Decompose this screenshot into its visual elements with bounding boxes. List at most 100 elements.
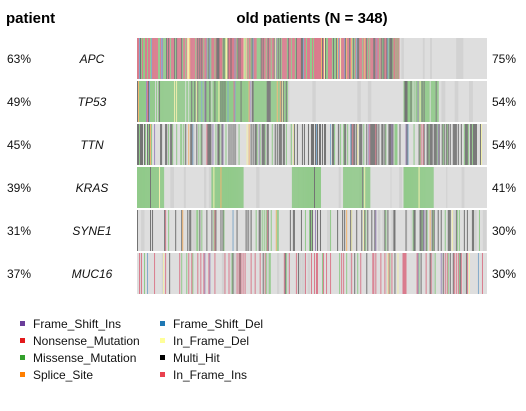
legend-item: Nonsense_Mutation bbox=[20, 334, 140, 348]
mutation-cell bbox=[258, 81, 260, 122]
row-shade bbox=[469, 81, 473, 122]
gene-label-tp53: TP53 bbox=[77, 94, 107, 109]
mutation-cell bbox=[333, 38, 335, 79]
mutation-cell bbox=[139, 124, 140, 165]
mutation-cell bbox=[176, 81, 178, 122]
mutation-cell bbox=[157, 167, 159, 208]
mutation-cell bbox=[314, 167, 315, 208]
mutation-cell bbox=[293, 124, 295, 165]
mutation-cell bbox=[283, 124, 285, 165]
mutation-cell bbox=[218, 81, 220, 122]
mutation-cell bbox=[434, 253, 436, 294]
mutation-cell bbox=[230, 124, 232, 165]
mutation-cell bbox=[237, 38, 239, 79]
mutation-cell bbox=[267, 210, 269, 251]
mutation-cell bbox=[257, 38, 259, 79]
row-shade bbox=[473, 210, 477, 251]
row-background bbox=[137, 253, 487, 294]
mutation-cell bbox=[271, 81, 273, 122]
mutation-cell bbox=[294, 38, 296, 79]
mutation-cell bbox=[205, 81, 207, 122]
mutation-cell bbox=[368, 167, 370, 208]
mutation-cell bbox=[215, 38, 217, 79]
mutation-cell bbox=[466, 124, 468, 165]
mutation-cell bbox=[228, 167, 230, 208]
row-shade bbox=[221, 253, 226, 294]
mutation-cell bbox=[242, 167, 244, 208]
mutation-cell bbox=[147, 253, 149, 294]
mutation-cell bbox=[190, 81, 192, 122]
mutation-cell bbox=[240, 81, 242, 122]
mutation-cell bbox=[218, 38, 220, 79]
left-percent-syne1: 31% bbox=[7, 223, 32, 238]
right-percent-apc: 75% bbox=[492, 51, 517, 66]
mutation-cell bbox=[258, 38, 260, 79]
mutation-cell bbox=[220, 167, 222, 208]
mutation-cell bbox=[214, 253, 216, 294]
mutation-cell bbox=[308, 210, 310, 251]
mutation-cell bbox=[315, 210, 316, 251]
mutation-cell bbox=[180, 81, 182, 122]
mutation-cell bbox=[423, 167, 425, 208]
mutation-cell bbox=[169, 38, 171, 79]
mutation-cell bbox=[464, 124, 466, 165]
mutation-cell bbox=[320, 210, 322, 251]
mutation-cell bbox=[309, 210, 311, 251]
mutation-cell bbox=[201, 210, 203, 251]
mutation-cell bbox=[361, 124, 363, 165]
mutation-cell bbox=[250, 124, 252, 165]
mutation-cell bbox=[263, 124, 265, 165]
mutation-cell bbox=[367, 38, 369, 79]
mutation-cell bbox=[175, 210, 177, 251]
mutation-cell bbox=[394, 124, 396, 165]
mutation-cell bbox=[338, 124, 340, 165]
mutation-cell bbox=[193, 38, 195, 79]
mutation-cell bbox=[231, 253, 233, 294]
row-shade bbox=[203, 167, 207, 208]
row-shade bbox=[446, 167, 448, 208]
mutation-cell bbox=[339, 253, 341, 294]
mutation-cell bbox=[344, 167, 346, 208]
mutation-cell bbox=[208, 38, 210, 79]
mutation-cell bbox=[160, 124, 162, 165]
mutation-cell bbox=[246, 81, 248, 122]
mutation-cell bbox=[257, 81, 259, 122]
legend-item: Frame_Shift_Del bbox=[160, 317, 263, 331]
mutation-cell bbox=[198, 124, 200, 165]
mutation-cell bbox=[420, 81, 422, 122]
mutation-cell bbox=[249, 38, 251, 79]
mutation-cell bbox=[431, 81, 433, 122]
mutation-cell bbox=[186, 253, 188, 294]
mutation-cell bbox=[336, 38, 338, 79]
mutation-cell bbox=[137, 210, 138, 251]
mutation-cell bbox=[168, 81, 170, 122]
row-shade bbox=[156, 81, 158, 122]
mutation-cell bbox=[282, 81, 284, 122]
mutation-cell bbox=[275, 210, 277, 251]
mutation-cell bbox=[220, 81, 222, 122]
mutation-cell bbox=[350, 167, 352, 208]
mutation-cell bbox=[430, 124, 432, 165]
mutation-cell bbox=[220, 210, 222, 251]
mutation-cell bbox=[278, 81, 280, 122]
mutation-cell bbox=[242, 253, 244, 294]
row-shade bbox=[461, 167, 465, 208]
mutation-cell bbox=[343, 38, 345, 79]
mutation-cell bbox=[390, 38, 392, 79]
mutation-cell bbox=[190, 124, 192, 165]
mutation-cell bbox=[351, 210, 353, 251]
mutation-cell bbox=[176, 38, 178, 79]
mutation-cell bbox=[183, 38, 185, 79]
mutation-cell bbox=[171, 81, 173, 122]
mutation-cell bbox=[232, 210, 234, 251]
mutation-cell bbox=[192, 81, 194, 122]
mutation-cell bbox=[239, 167, 241, 208]
mutation-cell bbox=[282, 38, 284, 79]
mutation-cell bbox=[358, 38, 360, 79]
mutation-cell bbox=[362, 167, 364, 208]
mutation-cell bbox=[153, 38, 155, 79]
mutation-cell bbox=[286, 38, 288, 79]
mutation-cell bbox=[366, 167, 368, 208]
mutation-cell bbox=[238, 124, 240, 165]
mutation-cell bbox=[261, 38, 263, 79]
